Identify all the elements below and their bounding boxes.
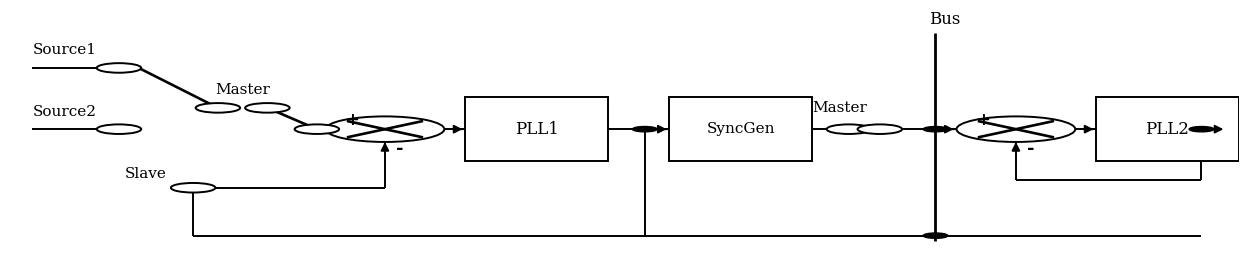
Circle shape (858, 124, 901, 134)
Bar (1096, 97, 1239, 161)
Text: SyncGen: SyncGen (707, 122, 775, 136)
Circle shape (246, 103, 290, 113)
Text: Bus: Bus (929, 11, 961, 28)
Circle shape (171, 183, 216, 193)
Text: Master: Master (216, 83, 270, 97)
Text: Source2: Source2 (32, 105, 97, 119)
Text: +: + (976, 111, 991, 129)
Text: +: + (345, 111, 360, 129)
Text: PLL1: PLL1 (515, 121, 558, 138)
Bar (465, 97, 608, 161)
Text: Slave: Slave (125, 167, 167, 181)
Circle shape (97, 124, 141, 134)
Circle shape (923, 126, 947, 132)
Text: -: - (396, 140, 403, 158)
Circle shape (1189, 126, 1214, 132)
Text: -: - (1027, 140, 1034, 158)
Text: PLL2: PLL2 (1146, 121, 1189, 138)
Circle shape (97, 63, 141, 73)
Circle shape (632, 126, 657, 132)
Circle shape (196, 103, 241, 113)
Circle shape (827, 124, 872, 134)
Circle shape (295, 124, 340, 134)
Text: Master: Master (812, 101, 867, 115)
Circle shape (956, 116, 1075, 142)
Bar (670, 97, 812, 161)
Text: Source1: Source1 (32, 43, 97, 57)
Circle shape (923, 233, 947, 238)
Circle shape (326, 116, 444, 142)
